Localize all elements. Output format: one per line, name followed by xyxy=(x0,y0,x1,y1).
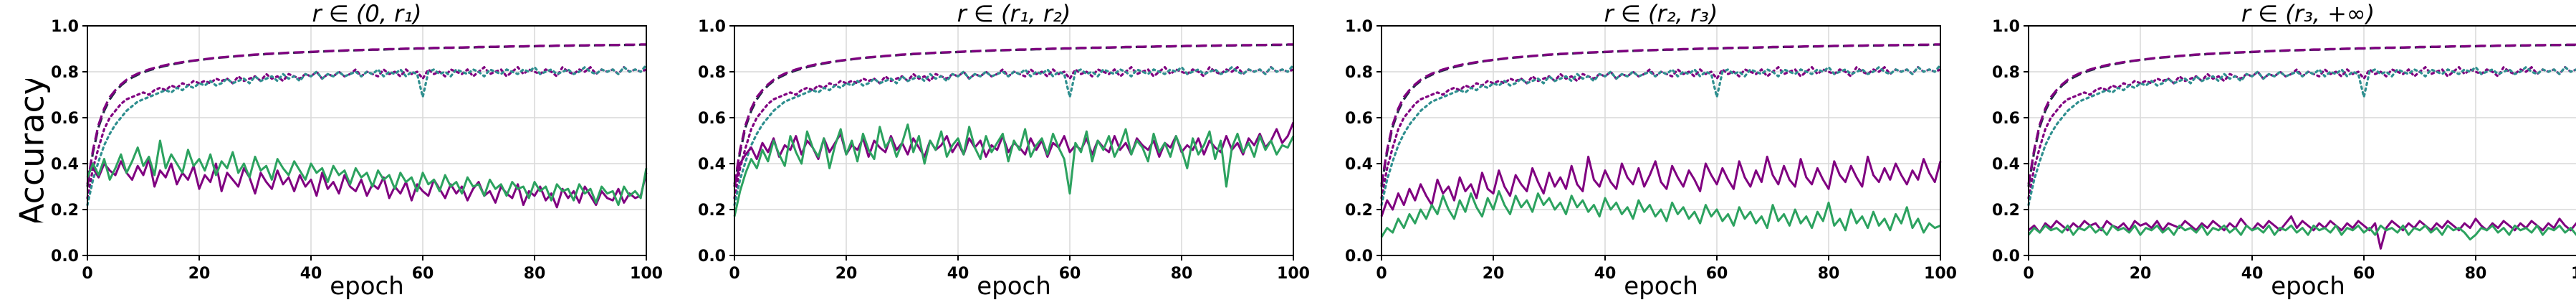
plot-frame xyxy=(87,25,647,256)
y-tick-label: 0.6 xyxy=(1345,110,1373,128)
series-line-6-solid xyxy=(2027,224,2576,241)
x-tick-label: 40 xyxy=(300,265,322,283)
chart-title: r ∈ (r₁, r₂) xyxy=(957,0,1071,27)
x-axis-label: epoch xyxy=(1624,272,1698,301)
series-line-2-dashed xyxy=(2027,43,2576,185)
x-tick-label: 20 xyxy=(188,265,211,283)
x-tick-label: 100 xyxy=(630,265,663,283)
x-tick-label: 60 xyxy=(2353,265,2375,283)
series-line-1-dashed xyxy=(2027,43,2576,187)
series-line-4-dotted xyxy=(86,63,648,207)
chart-panel-2: 0 20 40 60 80 100 0.0 0.2 0.4 0.6 0.8 1.0 r ∈ (r₁, r… xyxy=(690,0,1321,302)
y-tick-label: 0.8 xyxy=(1992,64,2020,82)
x-tick-label: 20 xyxy=(1483,265,1505,283)
x-tick-label: 0 xyxy=(729,265,739,283)
plot-frame xyxy=(2028,25,2576,256)
y-tick-label: 0.8 xyxy=(1345,64,1373,82)
series-line-6-solid xyxy=(86,139,648,207)
chart-panel-4: 0 20 40 60 80 100 0.0 0.2 0.4 0.6 0.8 1.0 r ∈ (r₃, +… xyxy=(1984,0,2576,302)
x-axis-label: epoch xyxy=(2271,272,2345,301)
series-line-2-dashed xyxy=(1380,43,1940,185)
y-tick-label: 1.0 xyxy=(1992,18,2020,36)
chart-svg: 0 20 40 60 80 100 0.0 0.2 0.4 0.6 0.8 1.0 r ∈ (0, r₁… xyxy=(51,0,663,301)
chart-title: r ∈ (0, r₁) xyxy=(312,0,421,27)
chart-svg: 0 20 40 60 80 100 0.0 0.2 0.4 0.6 0.8 1.0 r ∈ (r₂, r… xyxy=(1345,0,1957,301)
series-line-4-dotted xyxy=(2027,65,2576,207)
chart-panel-1: 0 20 40 60 80 100 0.0 0.2 0.4 0.6 0.8 1.0 r ∈ (0, r₁… xyxy=(43,0,674,302)
x-tick-label: 40 xyxy=(947,265,969,283)
chart-panel-3: 0 20 40 60 80 100 0.0 0.2 0.4 0.6 0.8 1.0 r ∈ (r₂, r… xyxy=(1337,0,1968,302)
y-tick-label: 0.8 xyxy=(698,64,726,82)
series-line-3-dotted xyxy=(2027,65,2576,200)
x-tick-label: 40 xyxy=(1594,265,1617,283)
x-tick-label: 60 xyxy=(412,265,434,283)
series-line-1-dashed xyxy=(733,43,1293,187)
y-tick-label: 1.0 xyxy=(698,18,726,36)
y-tick-label: 0.2 xyxy=(51,202,79,220)
x-tick-label: 60 xyxy=(1706,265,1728,283)
y-tick-label: 0.0 xyxy=(1345,248,1373,266)
x-tick-label: 20 xyxy=(2130,265,2152,283)
x-axis-label: epoch xyxy=(330,272,404,301)
y-tick-label: 0.6 xyxy=(51,110,79,128)
x-tick-label: 0 xyxy=(2023,265,2034,283)
y-tick-label: 0.2 xyxy=(1345,202,1373,220)
x-tick-label: 80 xyxy=(2465,265,2487,283)
series-line-4-dotted xyxy=(733,63,1295,207)
y-tick-label: 0.4 xyxy=(1992,156,2020,174)
plot-frame xyxy=(734,25,1294,256)
x-tick-label: 20 xyxy=(835,265,858,283)
y-tick-label: 0.6 xyxy=(1992,110,2020,128)
y-tick-label: 1.0 xyxy=(1345,18,1373,36)
series-line-6-solid xyxy=(1380,189,1941,238)
series-line-4-dotted xyxy=(1380,63,1942,207)
x-tick-label: 80 xyxy=(524,265,546,283)
series-line-5-solid xyxy=(87,158,648,209)
y-tick-label: 0.4 xyxy=(698,156,726,174)
chart-title: r ∈ (r₃, +∞) xyxy=(2241,0,2375,27)
x-tick-label: 0 xyxy=(82,265,92,283)
y-tick-label: 0.6 xyxy=(698,110,726,128)
x-tick-label: 80 xyxy=(1818,265,1840,283)
x-tick-label: 40 xyxy=(2241,265,2264,283)
y-tick-label: 0.4 xyxy=(51,156,79,174)
x-tick-label: 0 xyxy=(1376,265,1387,283)
x-tick-label: 100 xyxy=(1277,265,1310,283)
figure-y-axis-label: Accuracy xyxy=(13,79,52,222)
chart-svg: 0 20 40 60 80 100 0.0 0.2 0.4 0.6 0.8 1.0 r ∈ (r₁, r… xyxy=(698,0,1310,301)
y-tick-label: 0.0 xyxy=(51,248,79,266)
y-tick-label: 0.0 xyxy=(1992,248,2020,266)
y-tick-label: 0.2 xyxy=(1992,202,2020,220)
x-tick-label: 80 xyxy=(1171,265,1193,283)
y-tick-label: 0.4 xyxy=(1345,156,1373,174)
y-tick-label: 0.8 xyxy=(51,64,79,82)
series-line-1-dashed xyxy=(1380,43,1940,187)
y-tick-label: 0.0 xyxy=(698,248,726,266)
y-tick-label: 1.0 xyxy=(51,18,79,36)
series-line-2-dashed xyxy=(733,43,1293,185)
x-tick-label: 100 xyxy=(2571,265,2576,283)
x-tick-label: 100 xyxy=(1924,265,1957,283)
x-axis-label: epoch xyxy=(977,272,1051,301)
series-line-5-solid xyxy=(1380,155,1942,217)
y-tick-label: 0.2 xyxy=(698,202,726,220)
x-tick-label: 60 xyxy=(1059,265,1081,283)
y-axis-label-text: Accuracy xyxy=(13,79,52,222)
series-line-5-solid xyxy=(2028,215,2576,250)
series-line-3-dotted xyxy=(86,65,648,200)
series-line-6-solid xyxy=(733,123,1295,217)
chart-title: r ∈ (r₂, r₃) xyxy=(1604,0,1718,27)
series-line-2-dashed xyxy=(86,43,646,185)
chart-svg: 0 20 40 60 80 100 0.0 0.2 0.4 0.6 0.8 1.0 r ∈ (r₃, +… xyxy=(1992,0,2576,301)
plot-frame xyxy=(1381,25,1941,256)
